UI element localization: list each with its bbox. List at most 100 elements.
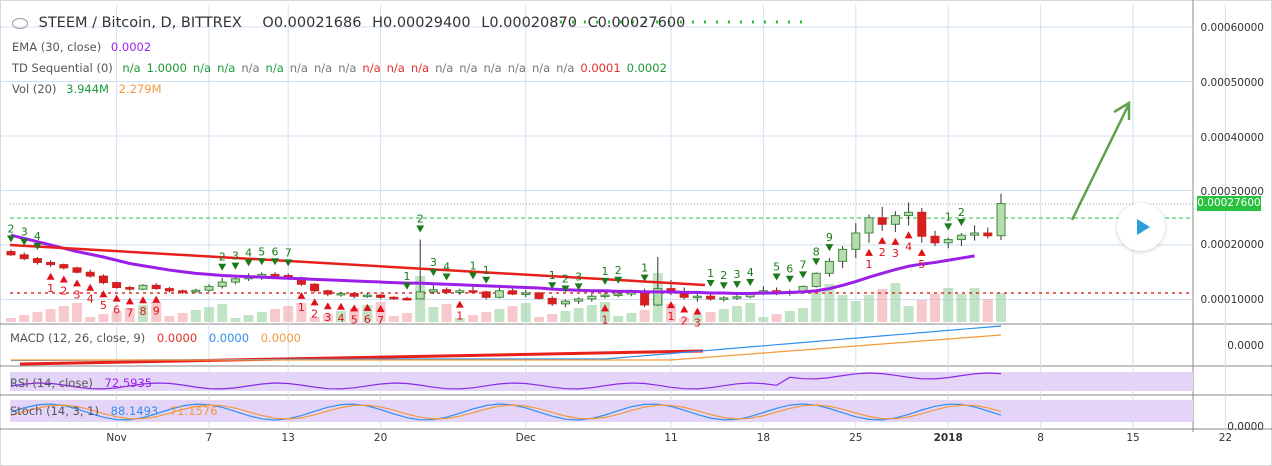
candle-body	[310, 283, 320, 292]
time-tick: 25	[849, 432, 863, 444]
td-buy-marker	[825, 244, 834, 252]
volume-bar	[204, 307, 214, 322]
td-count-label: 1	[602, 313, 609, 326]
ema-legend[interactable]: EMA (30, close) 0.0002	[12, 40, 157, 54]
candle-body	[692, 295, 702, 299]
candle-body	[560, 300, 570, 305]
candle-body	[362, 294, 372, 298]
time-tick: 18	[756, 432, 771, 444]
td-count-label: 8	[140, 305, 147, 318]
symbol-title[interactable]: STEEM / Bitcoin, D, BITTREX	[38, 15, 242, 31]
candle-body	[178, 290, 188, 293]
td-buy-marker	[799, 271, 807, 279]
td-count-label: 8	[813, 245, 820, 258]
candle-body	[732, 296, 742, 299]
td-count-label: 2	[417, 213, 424, 226]
macd-hist-value: 0.0000	[260, 331, 301, 345]
volume-bar	[454, 318, 465, 322]
macd-axis-tick: 0.0000	[1227, 340, 1264, 352]
td-sell-marker	[917, 248, 926, 256]
candle-body	[112, 282, 122, 289]
td-count-label: 2	[879, 246, 886, 259]
td-value: 1.0000	[146, 61, 187, 75]
td-count-label: 6	[786, 263, 793, 276]
macd-signal-line	[11, 334, 1002, 361]
td-count-label: 4	[747, 266, 754, 279]
stoch-legend[interactable]: Stoch (14, 3, 1) 88.1493 71.1576	[10, 404, 217, 418]
last-price-tag: 0.00027600	[1197, 196, 1261, 211]
td-label: TD Sequential (0)	[12, 61, 113, 75]
ema-line	[10, 233, 975, 296]
candle-body	[415, 291, 425, 300]
time-tick: 13	[281, 432, 295, 444]
td-sell-marker	[680, 305, 689, 313]
td-buy-marker	[719, 282, 728, 290]
volume-bar	[124, 308, 135, 322]
td-count-label: 4	[87, 293, 94, 306]
macd-legend[interactable]: MACD (12, 26, close, 9) 0.0000 0.0000 0.…	[10, 331, 301, 345]
volume-bar	[336, 311, 346, 322]
td-sequential-legend[interactable]: TD Sequential (0) n/a 1.0000 n/a n/a n/a n/a n…	[12, 61, 673, 75]
td-count-label: 3	[430, 256, 437, 269]
td-count-label: 7	[285, 246, 292, 259]
visibility-eye-icon[interactable]	[12, 17, 28, 29]
ohlc-low: L0.00020870	[481, 15, 577, 31]
volume-bar	[573, 308, 584, 322]
td-count-label: 2	[562, 273, 569, 286]
candle-body	[587, 295, 597, 300]
play-button[interactable]	[1117, 203, 1165, 251]
volume-bar	[494, 309, 505, 322]
td-sell-marker	[59, 275, 68, 283]
volume-bar	[705, 312, 716, 322]
td-count-label: 5	[100, 299, 107, 312]
td-count-label: 9	[826, 231, 833, 244]
td-count-label: 9	[153, 305, 160, 318]
candle-body	[323, 290, 333, 295]
volume-bar	[151, 302, 162, 322]
candle-body	[851, 232, 861, 250]
trendline-macd	[19, 349, 704, 366]
volume-bar	[758, 317, 769, 322]
candle-body	[719, 297, 729, 300]
volume-bar	[864, 295, 874, 322]
td-sell-marker	[350, 304, 359, 312]
candle-body	[970, 232, 980, 236]
td-count-label: 3	[892, 247, 899, 260]
td-count-label: 5	[258, 245, 265, 258]
td-count-label: 1	[668, 310, 675, 323]
price-tick: 0.00010000	[1200, 294, 1264, 306]
volume-legend[interactable]: Vol (20) 3.944M 2.279M	[12, 82, 168, 96]
td-count-label: 2	[681, 315, 688, 328]
candle-body	[534, 292, 544, 299]
td-count-label: 2	[8, 222, 15, 235]
volume-bar	[402, 313, 412, 322]
candle-body	[151, 284, 161, 290]
forecast-arrow-line	[1070, 105, 1130, 221]
volume-bar	[639, 310, 650, 322]
td-count-label: 6	[272, 245, 279, 258]
td-count-label: 1	[404, 270, 411, 283]
td-count-label: 2	[219, 251, 226, 264]
td-count-label: 5	[918, 258, 925, 271]
td-count-label: 7	[377, 314, 384, 327]
candle-body	[442, 289, 452, 293]
td-buy-marker	[284, 259, 293, 267]
td-sell-marker	[455, 300, 464, 308]
price-tick: 0.00030000	[1200, 186, 1264, 198]
volume-bar	[626, 313, 637, 322]
volume-bar	[534, 317, 544, 322]
td-sell-marker	[86, 283, 95, 291]
rsi-line	[10, 372, 1002, 390]
macd-signal-value: 0.0000	[208, 331, 250, 345]
volume-bar	[745, 303, 756, 322]
td-count-label: 1	[456, 310, 463, 323]
candle-body	[877, 217, 887, 225]
td-count-label: 6	[364, 313, 371, 326]
rsi-legend[interactable]: RSI (14, close) 72.5935	[10, 376, 152, 390]
time-tick: Dec	[515, 432, 536, 444]
ema-value: 0.0002	[110, 40, 152, 54]
td-count-label: 3	[232, 250, 239, 263]
volume-bar	[586, 305, 597, 322]
td-count-label: 4	[443, 261, 450, 274]
ohlc-high: H0.00029400	[372, 15, 471, 31]
